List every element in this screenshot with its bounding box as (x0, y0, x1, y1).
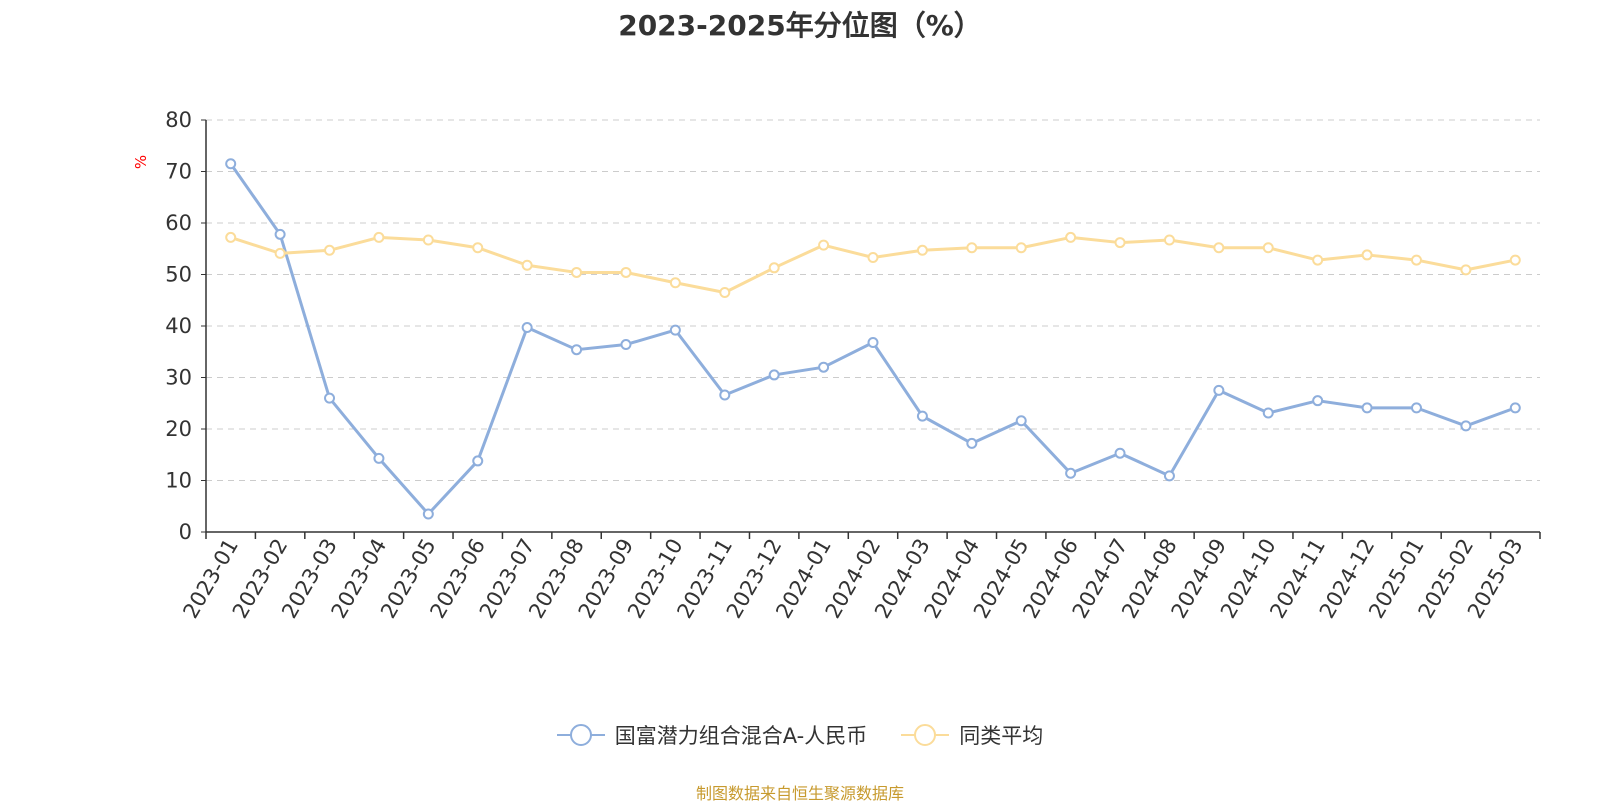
data-point-series-1 (274, 247, 286, 259)
legend-item-average[interactable]: 同类平均 (901, 720, 1043, 750)
data-point-series-0 (1065, 467, 1077, 479)
data-point-series-1 (1312, 254, 1324, 266)
data-point-series-0 (1410, 402, 1422, 414)
y-tick-label: 30 (165, 366, 192, 390)
data-point-series-1 (669, 277, 681, 289)
data-point-series-0 (324, 392, 336, 404)
data-point-series-1 (1262, 242, 1274, 254)
legend-label-average: 同类平均 (959, 724, 1044, 748)
data-point-series-1 (324, 244, 336, 256)
data-point-series-0 (1163, 470, 1175, 482)
y-tick-label: 50 (165, 263, 192, 287)
data-point-series-1 (422, 234, 434, 246)
data-point-series-0 (521, 322, 533, 334)
data-point-series-1 (867, 252, 879, 264)
data-point-series-1 (1460, 264, 1472, 276)
data-point-series-1 (1114, 237, 1126, 249)
data-point-series-0 (422, 508, 434, 520)
data-point-series-1 (521, 259, 533, 271)
data-point-series-0 (1114, 447, 1126, 459)
y-tick-label: 60 (165, 211, 192, 235)
data-point-series-1 (768, 262, 780, 274)
chart-legend: 国富潜力组合混合A-人民币 同类平均 (0, 720, 1600, 750)
data-point-series-1 (1163, 234, 1175, 246)
data-point-series-1 (620, 266, 632, 278)
y-axis-label: % (132, 155, 150, 169)
y-tick-label: 20 (165, 417, 192, 441)
data-point-series-0 (818, 361, 830, 373)
data-point-series-0 (1262, 407, 1274, 419)
y-tick-label: 0 (179, 520, 192, 544)
legend-label-fund: 国富潜力组合混合A-人民币 (614, 724, 868, 748)
data-point-series-0 (1312, 395, 1324, 407)
data-point-series-1 (472, 242, 484, 254)
data-point-series-0 (867, 336, 879, 348)
data-point-series-0 (1015, 415, 1027, 427)
data-point-series-1 (1065, 231, 1077, 243)
y-tick-label: 80 (165, 108, 192, 132)
legend-marker-fund (556, 724, 605, 746)
data-point-series-1 (966, 242, 978, 254)
data-point-series-1 (1015, 242, 1027, 254)
data-point-series-0 (1460, 420, 1472, 432)
data-point-series-1 (1361, 249, 1373, 261)
data-point-series-0 (768, 369, 780, 381)
data-point-series-0 (373, 452, 385, 464)
data-point-series-0 (669, 324, 681, 336)
data-point-series-0 (620, 339, 632, 351)
data-point-series-0 (966, 437, 978, 449)
chart-title: 2023-2025年分位图（%） (618, 9, 982, 42)
line-chart: 01020304050607080%2023-012023-022023-032… (132, 108, 1541, 622)
data-point-series-0 (1509, 402, 1521, 414)
data-point-series-0 (472, 455, 484, 467)
data-point-series-1 (571, 266, 583, 278)
data-point-series-1 (916, 244, 928, 256)
data-point-series-0 (719, 389, 731, 401)
data-point-series-0 (1361, 402, 1373, 414)
data-point-series-0 (274, 228, 286, 240)
data-point-series-0 (1213, 384, 1225, 396)
data-point-series-1 (1509, 254, 1521, 266)
data-source-note: 制图数据来自恒生聚源数据库 (695, 784, 904, 803)
data-point-series-1 (225, 231, 237, 243)
data-point-series-1 (818, 239, 830, 251)
legend-marker-average (901, 724, 950, 746)
data-point-series-1 (1213, 242, 1225, 254)
series-line-1 (230, 235, 1516, 295)
y-tick-label: 70 (165, 160, 192, 184)
data-point-series-0 (225, 158, 237, 170)
y-tick-label: 10 (165, 469, 192, 493)
data-point-series-0 (916, 410, 928, 422)
data-point-series-0 (571, 344, 583, 356)
data-point-series-1 (719, 287, 731, 299)
data-point-series-1 (1410, 254, 1422, 266)
data-point-series-1 (373, 231, 385, 243)
y-tick-label: 40 (165, 314, 192, 338)
legend-item-fund[interactable]: 国富潜力组合混合A-人民币 (556, 720, 868, 750)
